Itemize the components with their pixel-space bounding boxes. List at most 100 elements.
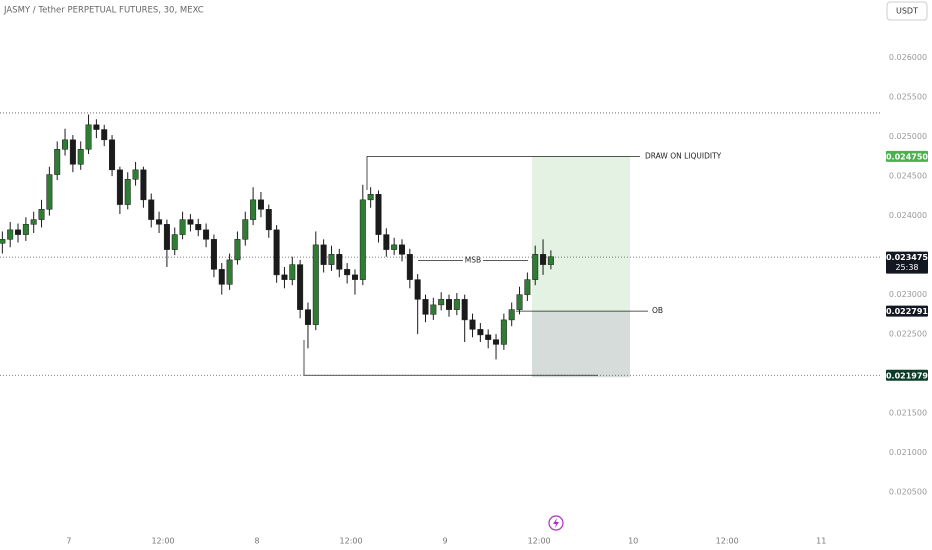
icon-ring[interactable] [548, 515, 564, 531]
candle-body [344, 269, 351, 276]
candle-body [430, 304, 437, 315]
candle-body [422, 299, 429, 315]
price-label-bg [886, 305, 928, 317]
y-tick-label: 0.025000 [889, 132, 927, 141]
candle-body [320, 244, 327, 265]
x-tick-label: 9 [443, 537, 448, 546]
candle-body [30, 219, 37, 225]
candle-body [140, 169, 147, 201]
currency-button[interactable] [886, 1, 928, 21]
lightning-icon[interactable] [548, 515, 564, 531]
candle-body [508, 309, 515, 321]
candle-body [265, 209, 272, 231]
candle-body [493, 339, 500, 345]
candle-body [85, 124, 92, 150]
candle-body [500, 319, 507, 345]
price-label-bg [886, 150, 928, 162]
candle-body [148, 199, 155, 220]
y-tick-label: 0.020500 [889, 488, 927, 497]
candle-body [7, 229, 14, 240]
candle-body [516, 294, 523, 310]
candle-body [234, 239, 241, 261]
candle-body [469, 319, 476, 330]
candle-body [399, 244, 405, 255]
price-label: 0.024750 [886, 152, 928, 161]
candle-body [132, 169, 139, 180]
candle-body [38, 209, 45, 220]
candle-body [446, 299, 453, 310]
candle-body [93, 124, 100, 130]
candle-body [124, 179, 131, 205]
candle-body [359, 199, 366, 280]
candle-body [54, 149, 61, 175]
y-tick-label: 0.026000 [889, 53, 927, 62]
annotation-text: MSB [465, 256, 481, 265]
candle-body [77, 149, 84, 165]
annotation-text: OB [652, 306, 663, 315]
candle-body [187, 219, 194, 225]
candle-body [163, 224, 170, 250]
candle-body [242, 219, 249, 240]
currency[interactable]: USDT [896, 7, 918, 16]
candle-body [383, 234, 390, 250]
profit-zone [532, 156, 630, 312]
candle-body [46, 174, 53, 210]
candle-body [524, 279, 531, 295]
annotation-bg [463, 255, 483, 266]
candle-body [532, 254, 539, 280]
candle-body [116, 169, 123, 205]
y-tick-label: 0.021500 [889, 409, 927, 418]
candle-body [375, 194, 382, 235]
price-label: 0.021979 [886, 371, 928, 380]
candle-body [453, 299, 460, 310]
y-tick-label: 0.022500 [889, 330, 927, 339]
y-tick-label: 0.024000 [889, 211, 927, 220]
price-label: 0.023475 [886, 253, 928, 262]
candle-body [461, 299, 468, 321]
candle-body [485, 334, 492, 340]
y-tick-label: 0.023000 [889, 290, 927, 299]
candle-body [547, 256, 554, 265]
candle-body [367, 194, 374, 201]
candle-body [312, 244, 319, 325]
x-tick-label: 12:00 [716, 537, 739, 546]
candle-body [15, 229, 22, 235]
candle-body [179, 219, 186, 235]
candle-body [351, 274, 358, 280]
candle-body [203, 229, 210, 240]
candle-body [336, 254, 343, 270]
candle-body [210, 239, 217, 270]
candle-body [62, 139, 69, 150]
candle-body [156, 219, 163, 225]
price-label: 0.022791 [886, 307, 928, 316]
y-tick-label: 0.025500 [889, 93, 927, 102]
countdown: 25:38 [895, 263, 918, 272]
candle-body [391, 244, 398, 250]
candle-body [328, 254, 335, 265]
annotation-text: DRAW ON LIQUIDITY [645, 151, 722, 160]
candle-body [250, 199, 257, 220]
x-tick-label: 7 [66, 537, 71, 546]
candle-body [22, 224, 29, 235]
y-tick-label: 0.024500 [889, 172, 927, 181]
x-tick-label: 12:00 [151, 537, 174, 546]
candle-body [171, 234, 178, 250]
x-tick-label: 11 [816, 537, 826, 546]
icon-bolt[interactable] [553, 518, 559, 528]
y-tick-label: 0.021000 [889, 448, 927, 457]
candle-body [109, 139, 116, 171]
price-label-bg [886, 251, 928, 274]
candle-body [0, 239, 6, 244]
candle-body [257, 199, 264, 210]
candle-body [304, 309, 311, 325]
candle-body [195, 224, 202, 231]
x-tick-label: 12:00 [340, 537, 363, 546]
candle-body [406, 254, 413, 280]
candle-body [438, 299, 445, 306]
price-label-bg [886, 369, 928, 381]
candle-body [477, 329, 484, 336]
candle-body [289, 264, 296, 280]
chart-title: JASMY / Tether PERPETUAL FUTURES, 30, ME… [3, 6, 204, 16]
